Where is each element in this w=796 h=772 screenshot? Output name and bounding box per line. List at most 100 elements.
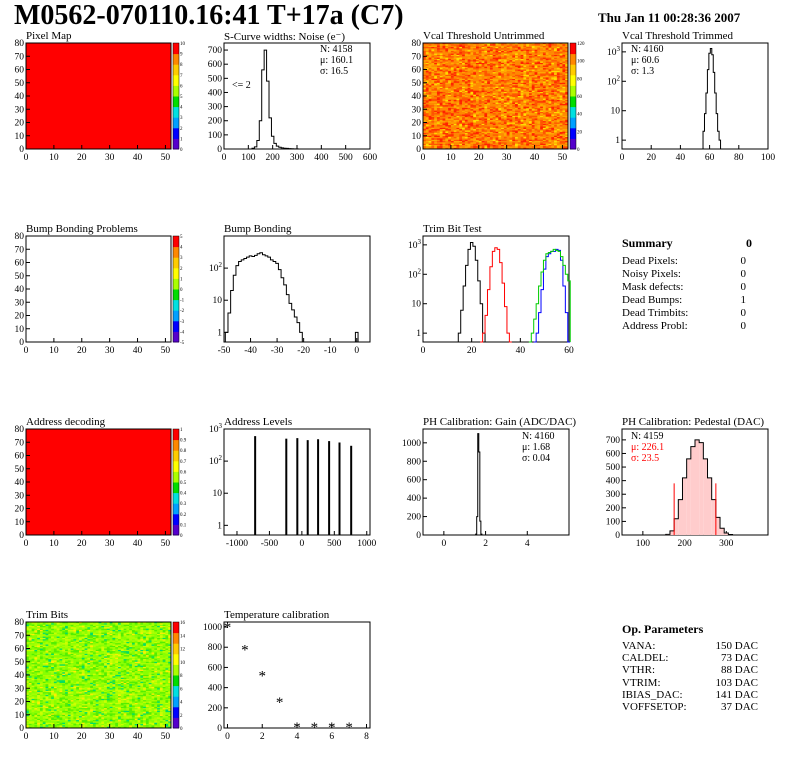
heatmap-cell <box>512 114 516 117</box>
heatmap-cell <box>475 52 480 54</box>
heatmap-cell <box>540 134 544 137</box>
heatmap-cell <box>551 52 555 54</box>
heatmap-cell <box>453 113 457 115</box>
heatmap-cell <box>448 137 452 139</box>
heatmap-cell <box>462 60 466 62</box>
heatmap-cell <box>42 622 46 624</box>
heatmap-cell <box>517 114 521 117</box>
heatmap-cell <box>423 74 427 77</box>
heatmap-cell <box>431 137 435 139</box>
heatmap-cell <box>531 54 535 57</box>
heatmap-cell <box>517 146 521 148</box>
heatmap-cell <box>548 78 552 81</box>
heatmap-cell <box>423 147 427 150</box>
heatmap-cell <box>515 90 519 93</box>
heatmap-cell <box>450 52 454 54</box>
heatmap-cell <box>526 81 530 84</box>
heatmap-cell <box>523 99 527 102</box>
heatmap-cell <box>526 77 530 80</box>
heatmap-cell <box>526 64 530 66</box>
heatmap-cell <box>154 625 158 628</box>
heatmap-cell <box>478 113 482 115</box>
heatmap-cell <box>551 113 555 115</box>
heatmap-cell <box>462 61 466 64</box>
heatmap-cell <box>565 138 569 141</box>
heatmap-cell <box>498 115 502 118</box>
heatmap-cell <box>467 119 471 122</box>
heatmap-cell <box>528 69 533 72</box>
heatmap-cell <box>526 49 530 52</box>
heatmap-cell <box>425 114 429 117</box>
heatmap-cell <box>470 45 474 48</box>
heatmap-cell <box>459 115 463 118</box>
y-tick-label: 30 <box>412 105 422 115</box>
heatmap-cell <box>487 57 491 60</box>
heatmap-cell <box>423 94 427 97</box>
heatmap-cell <box>473 60 477 62</box>
heatmap-cell <box>534 76 538 78</box>
heatmap-cell <box>478 90 482 93</box>
heatmap-cell <box>542 123 546 126</box>
heatmap-cell <box>503 74 507 77</box>
heatmap-cell <box>528 64 533 66</box>
heatmap-cell <box>528 54 533 57</box>
heatmap-cell <box>556 48 560 50</box>
heatmap-cell <box>462 135 466 138</box>
heatmap-cell <box>537 69 541 72</box>
heatmap-cell <box>425 117 429 119</box>
heatmap-cell <box>556 129 560 131</box>
heatmap-cell <box>537 58 541 61</box>
y-tick-label: 10 <box>213 296 223 306</box>
heatmap-cell <box>95 624 99 627</box>
heatmap-cell <box>537 61 541 64</box>
heatmap-cell <box>462 130 466 133</box>
heatmap-cell <box>31 628 35 631</box>
heatmap-cell <box>537 88 541 90</box>
heatmap-cell <box>453 74 457 77</box>
heatmap-cell <box>462 74 466 77</box>
heatmap-cell <box>531 103 535 106</box>
heatmap-cell <box>475 92 480 94</box>
heatmap-cell <box>551 125 555 127</box>
heatmap-cell <box>542 122 546 125</box>
heatmap-cell <box>548 102 552 105</box>
heatmap-cell <box>475 90 480 93</box>
heatmap-cell <box>506 53 510 56</box>
heatmap-cell <box>545 50 549 53</box>
heatmap-cell <box>448 74 452 77</box>
heatmap-cell <box>450 146 454 148</box>
heatmap-cell <box>542 80 546 82</box>
heatmap-cell <box>537 130 541 133</box>
heatmap-cell <box>506 66 510 69</box>
heatmap-cell <box>442 134 446 137</box>
heatmap-cell <box>28 623 32 625</box>
heatmap-cell <box>512 50 516 53</box>
heatmap-cell <box>492 82 496 85</box>
heatmap-cell <box>531 142 535 145</box>
heatmap-cell <box>450 57 454 60</box>
heatmap-cell <box>478 93 482 95</box>
heatmap-cell <box>556 68 560 70</box>
heatmap-cell <box>551 54 555 57</box>
heatmap-cell <box>495 49 499 52</box>
heatmap-cell <box>126 623 130 625</box>
heatmap-cell <box>523 109 527 111</box>
heatmap-cell <box>559 84 563 86</box>
heatmap-cell <box>428 53 432 56</box>
heatmap-cell <box>467 65 471 68</box>
heatmap-cell <box>134 627 138 629</box>
heatmap-cell <box>442 85 446 88</box>
heatmap-cell <box>434 137 438 139</box>
heatmap-cell <box>501 121 505 123</box>
heatmap-cell <box>101 627 105 629</box>
heatmap-cell <box>51 624 55 627</box>
heatmap-cell <box>515 68 519 70</box>
heatmap-cell <box>565 118 569 121</box>
heatmap-cell <box>129 627 133 629</box>
heatmap-cell <box>445 93 449 95</box>
colorbar-label: 6 <box>180 84 183 89</box>
heatmap-cell <box>428 81 432 84</box>
heatmap-cell <box>73 622 77 624</box>
heatmap-cell <box>520 118 524 121</box>
heatmap-cell <box>520 78 524 81</box>
